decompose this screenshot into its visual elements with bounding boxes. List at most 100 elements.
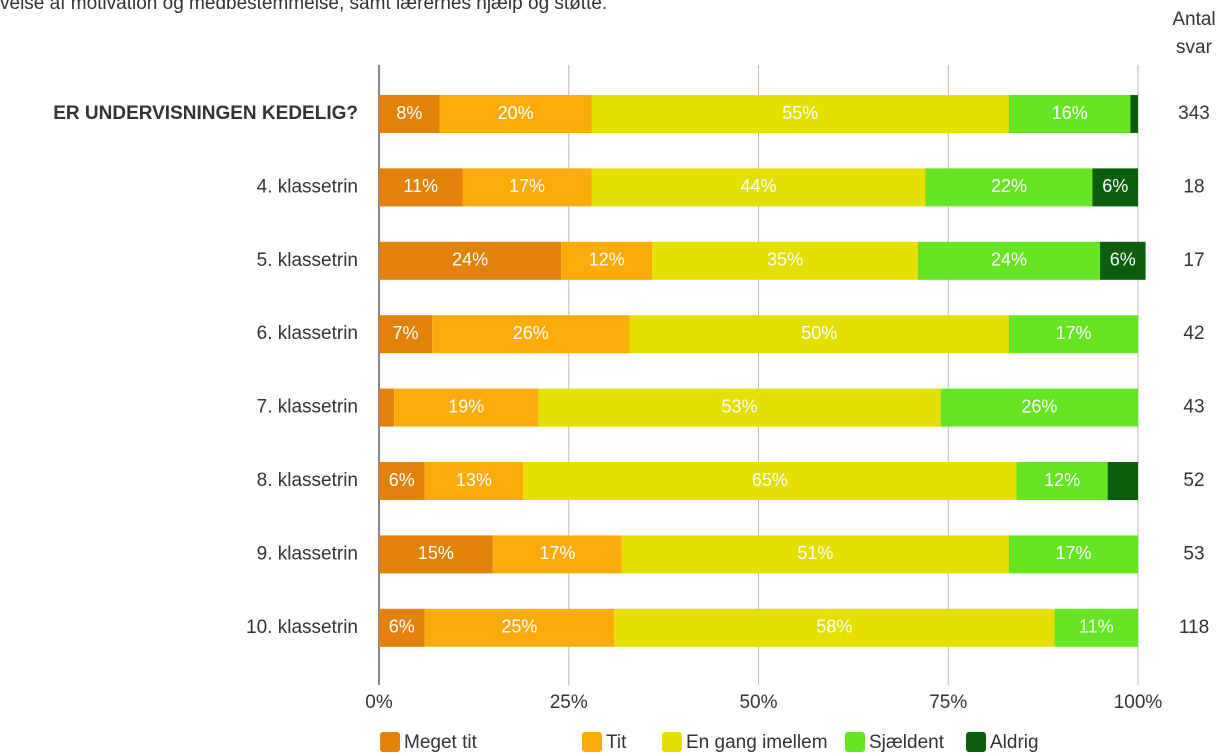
legend-label: Meget tit <box>404 732 478 753</box>
value-label: 12% <box>1044 470 1080 490</box>
count-label: 118 <box>1179 617 1209 638</box>
value-label: 51% <box>797 543 833 563</box>
bar-segment <box>621 535 1009 574</box>
value-label: 7% <box>393 323 419 343</box>
bar-segment <box>1008 95 1131 133</box>
value-label: 35% <box>767 250 803 270</box>
value-label: 58% <box>816 617 852 637</box>
bar-segment <box>432 315 630 354</box>
bar-segment <box>1092 168 1138 207</box>
value-label: 17% <box>539 543 575 563</box>
category-label: 10. klassetrin <box>246 617 358 638</box>
value-label: 6% <box>1102 176 1128 196</box>
legend-label: Sjældent <box>869 732 945 753</box>
value-label: 17% <box>1055 543 1091 563</box>
bar-segment <box>523 462 1017 500</box>
bar-segment <box>439 95 592 133</box>
x-tick-label: 0% <box>365 692 393 713</box>
value-label: 44% <box>740 176 776 196</box>
value-label: 6% <box>389 470 415 490</box>
count-label: 53 <box>1183 543 1204 564</box>
value-label: 6% <box>1110 250 1136 270</box>
bar-segment <box>394 388 539 427</box>
bar-segment <box>424 608 615 647</box>
value-label: 53% <box>722 396 758 416</box>
category-label: 4. klassetrin <box>257 176 358 197</box>
bar-segment <box>462 168 592 207</box>
value-label: 22% <box>991 176 1027 196</box>
count-header: svar <box>1176 37 1213 58</box>
value-label: 6% <box>389 617 415 637</box>
x-tick-label: 25% <box>550 692 588 713</box>
bar-segment <box>925 168 1093 207</box>
value-label: 17% <box>509 176 545 196</box>
bar-segment <box>561 241 653 280</box>
bar-segment <box>652 241 918 280</box>
category-label: 8. klassetrin <box>257 470 358 491</box>
value-label: 12% <box>589 250 625 270</box>
count-label: 52 <box>1183 470 1204 491</box>
bar-segment <box>1107 462 1138 500</box>
value-label: 24% <box>452 250 488 270</box>
bar-segment <box>1008 315 1138 354</box>
bar-segment <box>538 388 941 427</box>
value-label: 19% <box>448 396 484 416</box>
subtitle: velse af motivation og medbestemmelse, s… <box>0 0 607 14</box>
count-label: 43 <box>1183 397 1204 418</box>
value-label: 65% <box>752 470 788 490</box>
count-label: 18 <box>1183 176 1204 197</box>
count-header: Antal <box>1172 9 1215 30</box>
bar-segment <box>1130 95 1138 133</box>
value-label: 11% <box>403 176 438 196</box>
legend-label: Tit <box>606 732 627 753</box>
value-label: 24% <box>991 250 1027 270</box>
legend-label: En gang imellem <box>686 732 828 753</box>
category-label: 5. klassetrin <box>257 250 358 271</box>
value-label: 16% <box>1052 103 1088 123</box>
bar-segment <box>424 462 524 500</box>
category-label: ER UNDERVISNINGEN KEDELIG? <box>53 103 358 124</box>
x-tick-label: 75% <box>929 692 967 713</box>
legend-swatch <box>662 732 682 752</box>
x-tick-label: 50% <box>739 692 777 713</box>
value-label: 17% <box>1055 323 1091 343</box>
value-label: 26% <box>513 323 549 343</box>
count-label: 42 <box>1183 323 1204 344</box>
x-tick-label: 100% <box>1114 692 1163 713</box>
bar-segment <box>917 241 1101 280</box>
bar-segment <box>1008 535 1138 574</box>
bar-segment <box>379 315 433 354</box>
count-label: 343 <box>1178 103 1210 124</box>
category-label: 6. klassetrin <box>257 323 358 344</box>
bar-segment <box>629 315 1009 354</box>
legend-swatch <box>845 732 865 752</box>
legend-label: Aldrig <box>990 732 1039 753</box>
value-label: 15% <box>418 543 454 563</box>
bar-segment <box>614 608 1055 647</box>
bar-segment <box>379 608 425 647</box>
bar-segment <box>379 241 562 280</box>
bar-segment <box>1016 462 1108 500</box>
bar-segment <box>379 462 425 500</box>
value-label: 8% <box>396 103 422 123</box>
bar-segment <box>1100 241 1146 280</box>
category-label: 9. klassetrin <box>257 543 358 564</box>
value-label: 20% <box>498 103 534 123</box>
bar-segment <box>379 168 463 207</box>
bar-segment <box>379 388 395 427</box>
bar-segment <box>940 388 1138 427</box>
legend-swatch <box>582 732 602 752</box>
bar-segment <box>492 535 622 574</box>
bar-segment <box>591 168 926 207</box>
bar-segment <box>1054 608 1138 647</box>
value-label: 13% <box>456 470 492 490</box>
count-label: 17 <box>1183 250 1204 271</box>
legend-swatch <box>380 732 400 752</box>
category-label: 7. klassetrin <box>257 397 358 418</box>
bar-segment <box>379 535 493 574</box>
bar-segment <box>379 95 440 133</box>
value-label: 25% <box>501 617 537 637</box>
value-label: 55% <box>782 103 818 123</box>
